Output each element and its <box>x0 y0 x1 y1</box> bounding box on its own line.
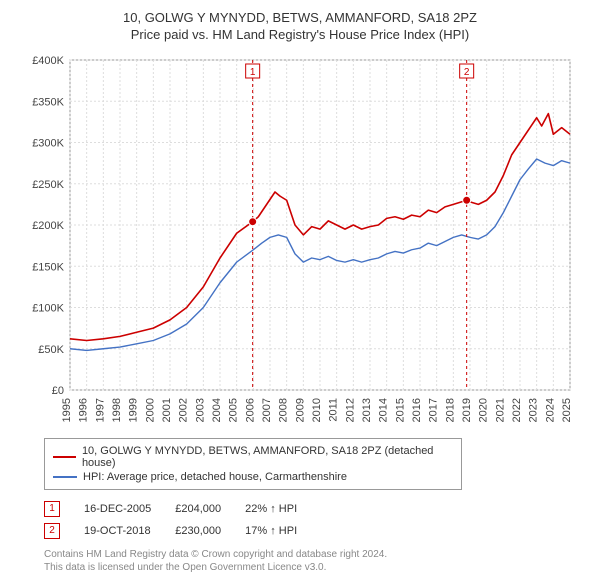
svg-text:2002: 2002 <box>178 398 190 422</box>
svg-text:2: 2 <box>464 67 470 78</box>
svg-text:2004: 2004 <box>211 398 223 422</box>
sale-date: 19-OCT-2018 <box>84 520 175 542</box>
svg-text:2018: 2018 <box>444 398 456 422</box>
sales-table: 1 16-DEC-2005£204,00022% ↑ HPI 2 19-OCT-201… <box>44 498 321 542</box>
title-address: 10, GOLWG Y MYNYDD, BETWS, AMMANFORD, SA… <box>10 10 590 25</box>
chart-title-block: 10, GOLWG Y MYNYDD, BETWS, AMMANFORD, SA… <box>10 10 590 42</box>
svg-text:2015: 2015 <box>394 398 406 422</box>
svg-text:2013: 2013 <box>361 398 373 422</box>
svg-text:1995: 1995 <box>61 398 73 422</box>
svg-text:2021: 2021 <box>494 398 506 422</box>
svg-text:2009: 2009 <box>294 398 306 422</box>
svg-text:2010: 2010 <box>311 398 323 422</box>
svg-text:2014: 2014 <box>378 398 390 422</box>
svg-text:1997: 1997 <box>94 398 106 422</box>
svg-text:2023: 2023 <box>528 398 540 422</box>
svg-text:2008: 2008 <box>278 398 290 422</box>
svg-text:2025: 2025 <box>561 398 573 422</box>
legend-box: 10, GOLWG Y MYNYDD, BETWS, AMMANFORD, SA… <box>44 438 462 490</box>
svg-text:2022: 2022 <box>511 398 523 422</box>
svg-text:2003: 2003 <box>194 398 206 422</box>
svg-text:2017: 2017 <box>428 398 440 422</box>
price-chart: £0 £50K £100K £150K £200K £250K £300K £350K £400… <box>20 50 580 430</box>
sale-row: 2 19-OCT-2018£230,00017% ↑ HPI <box>44 520 321 542</box>
svg-text:£0: £0 <box>52 385 64 397</box>
svg-text:£300K: £300K <box>32 138 64 150</box>
svg-text:2006: 2006 <box>244 398 256 422</box>
legend-row: 10, GOLWG Y MYNYDD, BETWS, AMMANFORD, SA… <box>53 445 453 469</box>
legend-swatch <box>53 476 77 478</box>
legend-swatch <box>53 456 76 458</box>
svg-text:2001: 2001 <box>161 398 173 422</box>
svg-text:£150K: £150K <box>32 261 64 273</box>
svg-text:1: 1 <box>250 67 256 78</box>
svg-text:2020: 2020 <box>478 398 490 422</box>
sale-row: 1 16-DEC-2005£204,00022% ↑ HPI <box>44 498 321 520</box>
svg-text:2024: 2024 <box>544 398 556 422</box>
svg-text:£350K: £350K <box>32 96 64 108</box>
legend-label: HPI: Average price, detached house, Carm… <box>83 471 347 483</box>
svg-text:£50K: £50K <box>38 344 64 356</box>
sale-vs-hpi: 17% ↑ HPI <box>245 520 321 542</box>
title-subtitle: Price paid vs. HM Land Registry's House … <box>10 27 590 42</box>
svg-text:£200K: £200K <box>32 220 64 232</box>
footer-note: Contains HM Land Registry data © Crown c… <box>44 548 582 574</box>
svg-text:2016: 2016 <box>411 398 423 422</box>
chart-svg: £0 £50K £100K £150K £200K £250K £300K £350K £400… <box>20 50 580 430</box>
svg-text:£100K: £100K <box>32 303 64 315</box>
svg-text:1998: 1998 <box>111 398 123 422</box>
svg-text:£250K: £250K <box>32 179 64 191</box>
svg-text:2007: 2007 <box>261 398 273 422</box>
svg-text:2019: 2019 <box>461 398 473 422</box>
sale-price: £230,000 <box>175 520 245 542</box>
svg-text:1996: 1996 <box>78 398 90 422</box>
sale-date: 16-DEC-2005 <box>84 498 175 520</box>
svg-text:1999: 1999 <box>128 398 140 422</box>
svg-text:2011: 2011 <box>328 398 340 422</box>
sale-vs-hpi: 22% ↑ HPI <box>245 498 321 520</box>
svg-text:2000: 2000 <box>144 398 156 422</box>
sale-marker-1: 1 <box>44 501 60 517</box>
footer-line1: Contains HM Land Registry data © Crown c… <box>44 548 582 561</box>
svg-text:£400K: £400K <box>32 55 64 67</box>
sale-marker-2: 2 <box>44 523 60 539</box>
sale-price: £204,000 <box>175 498 245 520</box>
svg-text:2005: 2005 <box>228 398 240 422</box>
legend-row: HPI: Average price, detached house, Carm… <box>53 471 453 483</box>
legend-label: 10, GOLWG Y MYNYDD, BETWS, AMMANFORD, SA… <box>82 445 453 469</box>
footer-line2: This data is licensed under the Open Gov… <box>44 561 582 574</box>
svg-text:2012: 2012 <box>344 398 356 422</box>
